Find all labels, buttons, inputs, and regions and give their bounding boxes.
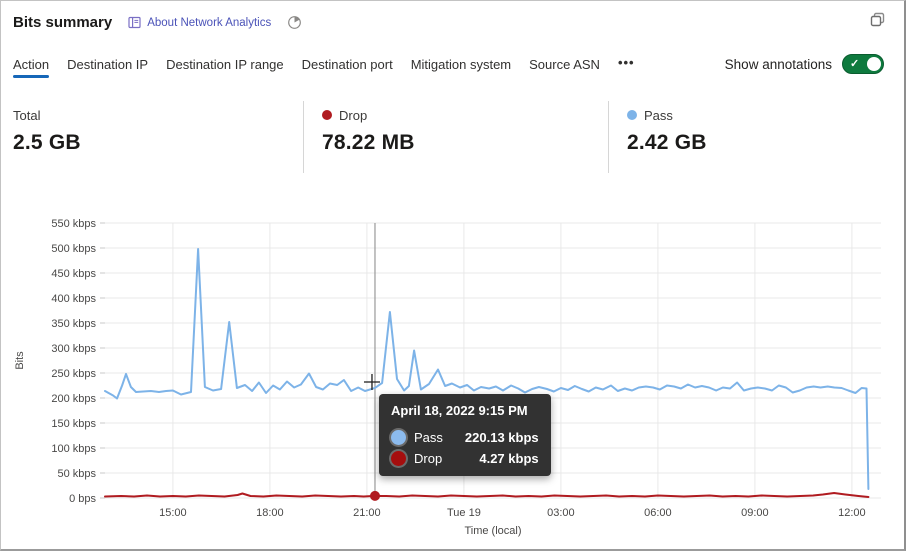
y-tick-label: 250 kbps — [51, 368, 96, 380]
tab-destination-ip[interactable]: Destination IP — [67, 57, 149, 72]
stat-label: Total — [13, 107, 41, 123]
x-tick-label: 18:00 — [256, 507, 284, 519]
tab-source-asn[interactable]: Source ASN — [529, 57, 600, 72]
about-link-label: About Network Analytics — [147, 16, 272, 29]
summary-stats: Total 2.5 GB Drop 78.22 MB Pass 2.42 GB — [1, 101, 904, 173]
stat-value: 78.22 MB — [322, 131, 415, 154]
legend-dot-drop — [322, 110, 332, 120]
tooltip-timestamp: April 18, 2022 9:15 PM — [391, 403, 528, 418]
tab-mitigation-system[interactable]: Mitigation system — [410, 57, 512, 72]
header: Bits summary About Network Analytics — [13, 14, 302, 31]
about-network-analytics-link[interactable]: About Network Analytics — [128, 16, 271, 29]
tooltip-series-value: 4.27 kbps — [479, 451, 539, 466]
pie-chart-icon[interactable] — [287, 15, 302, 30]
legend-dot-pass — [627, 110, 637, 120]
stat-value: 2.42 GB — [627, 131, 707, 154]
x-tick-label: 12:00 — [838, 507, 866, 519]
x-tick-label: 09:00 — [741, 507, 769, 519]
series-line-drop — [104, 492, 870, 498]
y-tick-label: 500 kbps — [51, 243, 96, 255]
book-icon — [128, 16, 141, 29]
y-tick-label: 100 kbps — [51, 443, 96, 455]
stat-label: Drop — [339, 107, 368, 123]
tooltip-series-label: Pass — [414, 430, 443, 445]
y-tick-label: 0 bps — [69, 493, 96, 505]
checkmark-icon: ✓ — [850, 58, 860, 70]
x-tick-label: 03:00 — [547, 507, 575, 519]
y-tick-label: 50 kbps — [57, 468, 96, 480]
tooltip-dot-drop — [391, 451, 406, 466]
x-tick-label: Tue 19 — [447, 507, 481, 519]
tooltip-row-pass: Pass 220.13 kbps — [391, 430, 539, 445]
x-axis-title: Time (local) — [464, 525, 521, 537]
hover-point-drop — [369, 490, 380, 501]
show-annotations-label: Show annotations — [724, 56, 832, 72]
stat-pass: Pass 2.42 GB — [608, 101, 707, 173]
restore-window-icon[interactable] — [870, 12, 886, 33]
x-tick-label: 15:00 — [159, 507, 187, 519]
tab-action[interactable]: Action — [13, 57, 50, 78]
tooltip-row-drop: Drop 4.27 kbps — [391, 451, 539, 466]
page-title: Bits summary — [13, 14, 113, 31]
y-tick-label: 150 kbps — [51, 418, 96, 430]
show-annotations-toggle[interactable]: ✓ — [842, 54, 884, 74]
y-axis-title: Bits — [14, 351, 26, 370]
y-tick-label: 450 kbps — [51, 268, 96, 280]
x-tick-label: 21:00 — [353, 507, 381, 519]
stat-label: Pass — [644, 107, 673, 123]
bits-time-chart[interactable]: 0 bps 50 kbps 100 kbps 150 kbps 200 kbps 250 … — [1, 201, 906, 551]
tooltip-series-value: 220.13 kbps — [464, 430, 539, 445]
y-tick-label: 550 kbps — [51, 218, 96, 230]
x-tick-label: 06:00 — [644, 507, 672, 519]
y-tick-label: 400 kbps — [51, 293, 96, 305]
stat-value: 2.5 GB — [13, 131, 81, 154]
tooltip-dot-pass — [391, 430, 406, 445]
y-tick-label: 300 kbps — [51, 343, 96, 355]
tooltip-series-label: Drop — [414, 451, 443, 466]
pivot-tabs: Action Destination IP Destination IP range… — [13, 55, 635, 78]
stat-total: Total 2.5 GB — [1, 101, 303, 173]
series-line-pass — [104, 248, 870, 490]
tab-destination-ip-range[interactable]: Destination IP range — [166, 57, 284, 72]
y-tick-label: 200 kbps — [51, 393, 96, 405]
show-annotations-control: Show annotations ✓ — [725, 54, 884, 74]
tab-more[interactable]: ••• — [617, 55, 635, 70]
tab-destination-port[interactable]: Destination port — [301, 57, 393, 72]
y-tick-label: 350 kbps — [51, 318, 96, 330]
chart-tooltip: April 18, 2022 9:15 PM Pass 220.13 kbps Dr… — [379, 394, 551, 476]
toggle-knob — [867, 57, 881, 71]
stat-drop: Drop 78.22 MB — [303, 101, 608, 173]
